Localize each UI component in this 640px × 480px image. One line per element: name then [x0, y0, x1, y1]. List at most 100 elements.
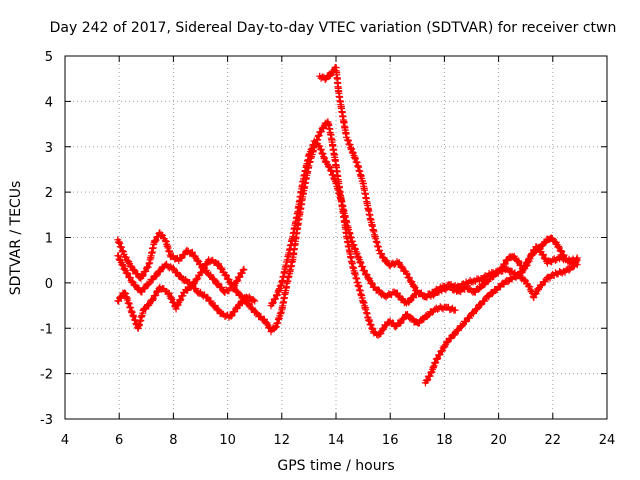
data-point [472, 279, 476, 283]
data-point [350, 240, 354, 244]
data-point [529, 254, 533, 258]
data-point [453, 308, 457, 312]
data-point [478, 286, 482, 289]
data-point [524, 265, 528, 269]
data-point [169, 254, 173, 258]
data-point [483, 281, 487, 285]
x-tick-label: 8 [169, 433, 177, 448]
data-point [318, 145, 322, 149]
y-tick-label: -1 [40, 322, 53, 337]
x-tick-label: 10 [219, 433, 236, 448]
y-axis-label: SDTVAR / TECUs [8, 181, 24, 296]
data-point [242, 267, 246, 271]
data-point [383, 324, 387, 328]
data-point [456, 286, 460, 289]
data-point [537, 286, 541, 289]
data-point [388, 263, 392, 267]
data-point [377, 249, 381, 253]
x-axis-label: GPS time / hours [277, 458, 394, 474]
data-point [559, 256, 563, 260]
data-point [337, 90, 341, 94]
data-point [334, 65, 338, 69]
data-point [247, 304, 251, 307]
data-point [405, 313, 408, 317]
data-point [199, 272, 202, 276]
data-point [516, 258, 519, 262]
y-tick-label: -3 [40, 413, 53, 428]
data-point [274, 295, 278, 298]
data-point [215, 281, 219, 285]
x-tick-label: 18 [436, 433, 453, 448]
data-point [554, 272, 557, 276]
data-point [543, 240, 547, 244]
data-point [410, 317, 414, 321]
x-tick-label: 16 [382, 433, 399, 448]
data-point [567, 258, 571, 262]
data-point [342, 122, 346, 126]
data-point [245, 295, 248, 298]
data-point [269, 329, 273, 332]
data-point [190, 251, 194, 255]
y-tick-label: -2 [40, 368, 53, 383]
data-point [394, 290, 398, 294]
data-point [312, 140, 316, 144]
data-point [540, 251, 544, 255]
data-point [345, 222, 349, 226]
data-point [350, 149, 354, 153]
data-point [280, 308, 284, 312]
data-point [521, 276, 525, 280]
data-point [548, 236, 552, 239]
data-point [180, 276, 183, 280]
data-point [182, 290, 186, 294]
data-point [323, 77, 327, 81]
data-point [285, 281, 289, 285]
data-point [345, 136, 349, 140]
data-point [440, 349, 444, 353]
data-point [453, 331, 457, 335]
data-point [228, 315, 232, 319]
data-point [123, 290, 127, 294]
data-point [307, 154, 311, 158]
data-point [177, 258, 181, 262]
data-point [472, 290, 476, 294]
data-point [356, 281, 360, 285]
data-point [158, 231, 162, 235]
data-point [367, 276, 370, 280]
data-point [172, 267, 175, 271]
data-point [445, 340, 449, 344]
data-point [253, 299, 257, 303]
data-point [494, 288, 498, 292]
data-point [139, 276, 143, 280]
data-point [269, 304, 273, 307]
data-point [123, 254, 127, 258]
x-tick-label: 24 [599, 433, 616, 448]
data-point [329, 131, 332, 135]
x-tick-label: 22 [545, 433, 562, 448]
data-point [116, 238, 120, 242]
data-point [350, 263, 354, 267]
data-point [424, 381, 427, 385]
data-point [372, 286, 376, 289]
y-tick-label: 3 [45, 141, 53, 156]
data-point [497, 270, 500, 273]
data-point [361, 267, 365, 271]
x-tick-label: 6 [115, 433, 123, 448]
data-point [567, 267, 571, 271]
data-point [356, 254, 360, 258]
data-point [377, 290, 381, 294]
x-tick-label: 20 [490, 433, 507, 448]
data-point [456, 290, 460, 294]
data-point [464, 281, 468, 285]
y-tick-label: 2 [45, 186, 53, 201]
data-point [318, 131, 322, 135]
data-point [166, 290, 170, 294]
data-point [174, 306, 178, 310]
data-point [575, 258, 579, 262]
data-point [426, 313, 430, 317]
data-point [399, 297, 403, 301]
data-point [502, 281, 506, 285]
data-point [237, 304, 240, 307]
data-point [207, 272, 211, 276]
data-point [489, 276, 492, 280]
